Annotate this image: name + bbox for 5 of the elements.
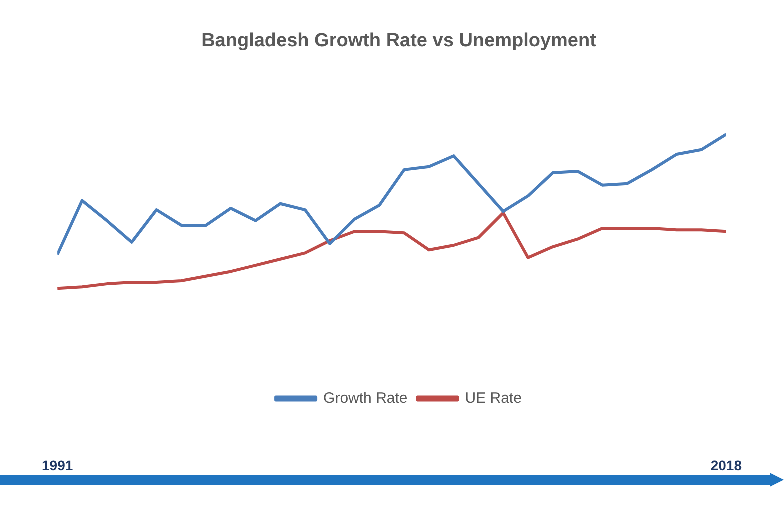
x-tick-label: 1991	[42, 457, 74, 474]
legend-label: UE Rate	[465, 390, 522, 407]
chart-title: Bangladesh Growth Rate vs Unemployment	[202, 30, 598, 52]
legend-label: Growth Rate	[324, 390, 408, 407]
x-tick-label: 2018	[710, 457, 742, 474]
